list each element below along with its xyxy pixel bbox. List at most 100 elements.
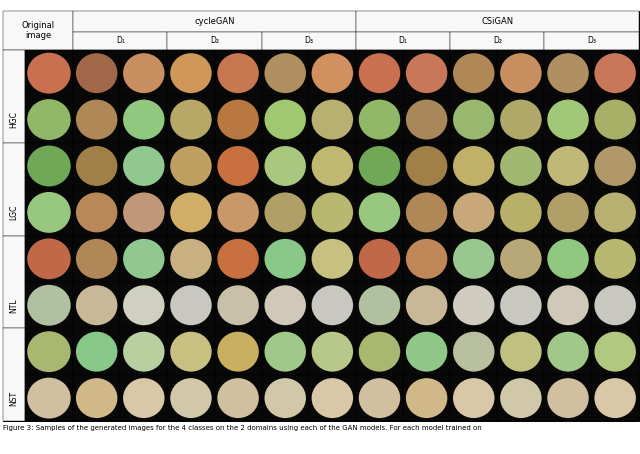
Ellipse shape bbox=[218, 146, 259, 186]
Ellipse shape bbox=[170, 378, 212, 418]
Bar bbox=[308, 329, 356, 375]
Bar bbox=[262, 189, 308, 236]
Bar bbox=[120, 96, 168, 143]
Bar bbox=[356, 236, 403, 282]
Bar bbox=[450, 329, 497, 375]
Bar bbox=[214, 236, 262, 282]
Bar bbox=[497, 236, 545, 282]
Bar bbox=[25, 50, 73, 96]
Ellipse shape bbox=[312, 99, 353, 139]
Ellipse shape bbox=[264, 378, 306, 418]
Bar bbox=[545, 143, 591, 189]
Bar bbox=[308, 50, 356, 96]
Bar bbox=[262, 96, 308, 143]
Bar bbox=[403, 96, 450, 143]
Bar bbox=[403, 50, 450, 96]
Ellipse shape bbox=[76, 53, 117, 93]
Ellipse shape bbox=[76, 192, 117, 232]
Ellipse shape bbox=[359, 146, 400, 186]
Ellipse shape bbox=[312, 53, 353, 93]
Ellipse shape bbox=[500, 192, 541, 232]
Bar bbox=[545, 50, 591, 96]
Bar bbox=[262, 329, 308, 375]
Text: LGC: LGC bbox=[10, 205, 19, 220]
Ellipse shape bbox=[406, 378, 447, 418]
Bar bbox=[497, 329, 545, 375]
Ellipse shape bbox=[595, 53, 636, 93]
Bar bbox=[120, 143, 168, 189]
Bar bbox=[168, 375, 214, 421]
Bar bbox=[214, 143, 262, 189]
Ellipse shape bbox=[123, 192, 164, 232]
Bar bbox=[25, 375, 73, 421]
Ellipse shape bbox=[453, 99, 495, 139]
Ellipse shape bbox=[500, 53, 541, 93]
Bar bbox=[25, 329, 73, 375]
Bar bbox=[120, 329, 168, 375]
Ellipse shape bbox=[28, 146, 70, 187]
Ellipse shape bbox=[547, 99, 589, 139]
Bar bbox=[214, 282, 262, 329]
Bar bbox=[450, 375, 497, 421]
Bar bbox=[25, 96, 73, 143]
Bar bbox=[497, 96, 545, 143]
Ellipse shape bbox=[453, 53, 495, 93]
Ellipse shape bbox=[28, 285, 70, 326]
Text: D₂: D₂ bbox=[493, 36, 502, 45]
Ellipse shape bbox=[28, 192, 70, 233]
Bar bbox=[3, 236, 25, 329]
Ellipse shape bbox=[123, 239, 164, 279]
Bar bbox=[545, 282, 591, 329]
Ellipse shape bbox=[547, 53, 589, 93]
Ellipse shape bbox=[264, 285, 306, 325]
Bar bbox=[403, 189, 450, 236]
Ellipse shape bbox=[406, 146, 447, 186]
Text: D₃: D₃ bbox=[587, 36, 596, 45]
Bar bbox=[497, 143, 545, 189]
Bar bbox=[545, 189, 591, 236]
Bar bbox=[214, 375, 262, 421]
Bar bbox=[214, 96, 262, 143]
Ellipse shape bbox=[453, 239, 495, 279]
Bar bbox=[591, 375, 639, 421]
Bar bbox=[545, 329, 591, 375]
Ellipse shape bbox=[547, 332, 589, 372]
Ellipse shape bbox=[359, 239, 400, 279]
Bar bbox=[356, 189, 403, 236]
Ellipse shape bbox=[312, 146, 353, 186]
Ellipse shape bbox=[312, 239, 353, 279]
Bar bbox=[308, 143, 356, 189]
Bar bbox=[591, 282, 639, 329]
Ellipse shape bbox=[359, 99, 400, 139]
Ellipse shape bbox=[595, 239, 636, 279]
Bar bbox=[591, 236, 639, 282]
Bar bbox=[168, 236, 214, 282]
Bar bbox=[73, 11, 356, 32]
Bar bbox=[356, 50, 403, 96]
Ellipse shape bbox=[500, 99, 541, 139]
Bar bbox=[25, 282, 73, 329]
Text: Original
image: Original image bbox=[22, 21, 54, 40]
Ellipse shape bbox=[170, 99, 212, 139]
Ellipse shape bbox=[500, 332, 541, 372]
Bar bbox=[403, 282, 450, 329]
Ellipse shape bbox=[453, 378, 495, 418]
Ellipse shape bbox=[170, 53, 212, 93]
Text: CSiGAN: CSiGAN bbox=[481, 17, 513, 26]
Bar bbox=[308, 282, 356, 329]
Ellipse shape bbox=[123, 146, 164, 186]
Bar bbox=[356, 329, 403, 375]
Ellipse shape bbox=[406, 192, 447, 232]
Ellipse shape bbox=[76, 378, 117, 418]
Bar bbox=[450, 282, 497, 329]
Text: HGC: HGC bbox=[10, 111, 19, 128]
Ellipse shape bbox=[170, 332, 212, 372]
Bar bbox=[356, 375, 403, 421]
Bar bbox=[3, 50, 25, 143]
Bar bbox=[120, 375, 168, 421]
Ellipse shape bbox=[547, 378, 589, 418]
Ellipse shape bbox=[359, 285, 400, 325]
Bar bbox=[450, 143, 497, 189]
Bar bbox=[262, 282, 308, 329]
Bar bbox=[3, 11, 73, 50]
